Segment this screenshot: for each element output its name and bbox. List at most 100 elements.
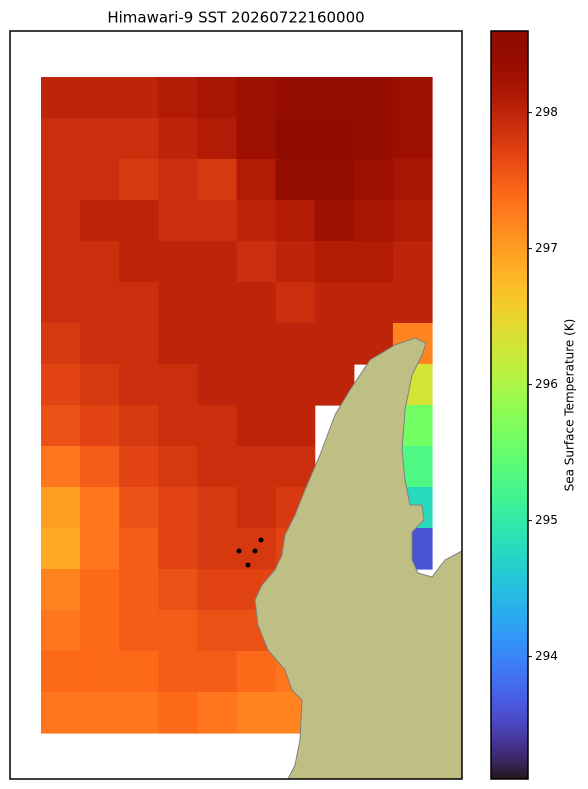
cell	[236, 364, 277, 406]
cell	[275, 200, 316, 242]
cell	[353, 77, 394, 119]
colorbar-tick-label: 298	[535, 105, 558, 119]
cell	[275, 77, 316, 119]
cell	[80, 446, 120, 488]
station-point	[252, 548, 258, 554]
cell	[236, 528, 277, 570]
cell	[80, 528, 120, 570]
cell	[353, 118, 394, 160]
station-point	[245, 562, 251, 568]
cell	[41, 610, 81, 652]
cell	[236, 692, 277, 734]
cell	[236, 159, 277, 201]
cell	[80, 118, 120, 160]
cell	[275, 323, 316, 365]
cell	[41, 77, 81, 119]
cell	[197, 200, 238, 242]
cell	[197, 610, 238, 652]
cell	[197, 77, 238, 119]
cell	[80, 241, 120, 283]
cell	[275, 405, 316, 447]
cell	[197, 282, 238, 324]
station-point	[236, 548, 242, 554]
cell	[119, 405, 159, 447]
cell	[80, 569, 120, 611]
cell	[80, 487, 120, 529]
cell	[158, 651, 198, 693]
cell	[197, 487, 238, 529]
cell	[236, 323, 277, 365]
cell	[41, 159, 81, 201]
cell	[275, 241, 316, 283]
colorbar	[490, 30, 529, 780]
cell	[197, 528, 238, 570]
cell	[314, 118, 355, 160]
cell	[80, 364, 120, 406]
cell	[197, 569, 238, 611]
cell	[197, 118, 238, 160]
colorbar-tick-label: 297	[535, 241, 558, 255]
cell	[314, 77, 355, 119]
cell	[41, 692, 81, 734]
cell	[119, 77, 159, 119]
cell	[353, 159, 394, 201]
cell	[80, 610, 120, 652]
cell	[158, 487, 198, 529]
cell	[119, 569, 159, 611]
cell	[392, 118, 433, 160]
cell	[158, 692, 198, 734]
cell	[158, 364, 198, 406]
cell	[275, 159, 316, 201]
cell	[80, 282, 120, 324]
cell	[275, 282, 316, 324]
colorbar-label: Sea Surface Temperature (K)	[563, 319, 577, 492]
cell	[41, 241, 81, 283]
colorbar-tick-label: 296	[535, 377, 558, 391]
cell	[236, 200, 277, 242]
cell	[119, 200, 159, 242]
cell	[236, 487, 277, 529]
cell	[158, 323, 198, 365]
cell	[119, 487, 159, 529]
cell	[158, 528, 198, 570]
cell	[197, 159, 238, 201]
cell	[119, 323, 159, 365]
cell	[197, 323, 238, 365]
cell	[197, 651, 238, 693]
cell	[158, 200, 198, 242]
cell	[236, 651, 277, 693]
cell	[80, 200, 120, 242]
station-point	[258, 537, 264, 543]
cell	[314, 282, 355, 324]
cell	[158, 118, 198, 160]
cell	[197, 364, 238, 406]
cell	[197, 692, 238, 734]
cell	[119, 610, 159, 652]
cell	[236, 405, 277, 447]
cell	[314, 323, 355, 365]
cell	[236, 241, 277, 283]
cell	[41, 651, 81, 693]
cell	[158, 446, 198, 488]
cell	[158, 405, 198, 447]
cell	[392, 241, 433, 283]
cell	[275, 364, 316, 406]
cell	[353, 282, 394, 324]
cell	[158, 569, 198, 611]
cell	[158, 282, 198, 324]
cell	[275, 118, 316, 160]
cell	[158, 610, 198, 652]
cell	[314, 200, 355, 242]
cell	[80, 651, 120, 693]
cell	[119, 282, 159, 324]
cell	[353, 241, 394, 283]
colorbar-tick-label: 295	[535, 513, 558, 527]
cell	[119, 692, 159, 734]
cell	[41, 364, 81, 406]
cell	[119, 118, 159, 160]
cell	[41, 200, 81, 242]
map-frame	[9, 30, 463, 780]
cell	[41, 528, 81, 570]
cell	[41, 118, 81, 160]
